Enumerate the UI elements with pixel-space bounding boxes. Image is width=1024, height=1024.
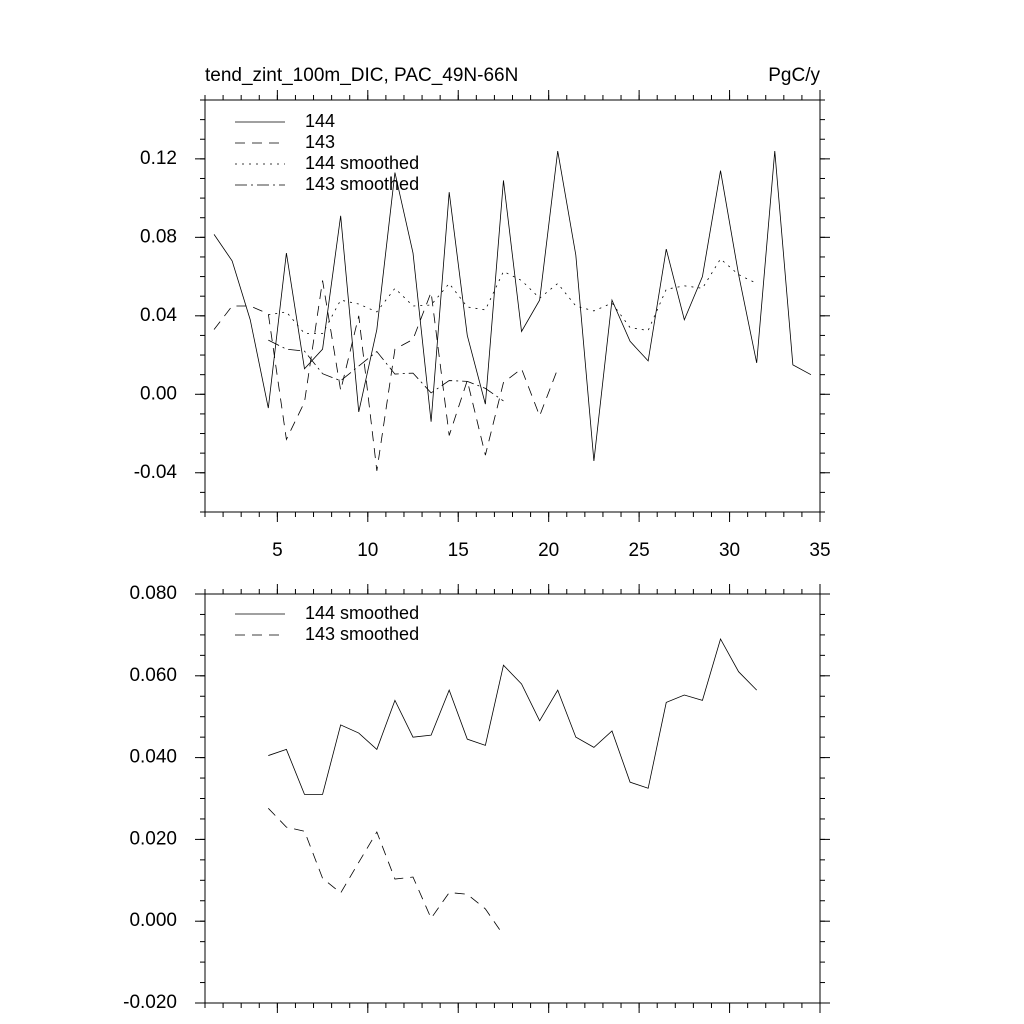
x-tick-label: 35 xyxy=(809,540,830,561)
y-tick-label: -0.04 xyxy=(134,462,178,483)
y-tick-label: 0.08 xyxy=(140,226,177,247)
y-tick-label: 0.04 xyxy=(140,305,177,326)
x-tick-label: 20 xyxy=(538,540,559,561)
legend-label: 143 smoothed xyxy=(305,624,419,644)
x-tick-label: 15 xyxy=(448,540,469,561)
legend-label: 143 smoothed xyxy=(305,174,419,194)
y-tick-label: 0.020 xyxy=(129,828,177,849)
series-line xyxy=(268,637,757,795)
legend-label: 144 xyxy=(305,111,335,131)
series-line xyxy=(213,150,812,462)
x-tick-label: 30 xyxy=(719,540,740,561)
legend-label: 144 smoothed xyxy=(305,153,419,173)
y-tick-label: -0.020 xyxy=(123,992,177,1013)
legend-label: 144 smoothed xyxy=(305,603,419,623)
y-tick-label: 0.000 xyxy=(129,910,177,931)
x-tick-label: 10 xyxy=(357,540,378,561)
series-line xyxy=(213,280,559,471)
y-tick-label: 0.060 xyxy=(129,665,177,686)
x-tick-label: 5 xyxy=(272,540,283,561)
y-tick-label: 0.040 xyxy=(129,747,177,768)
y-tick-label: 0.080 xyxy=(129,583,177,604)
y-tick-label: 0.00 xyxy=(140,383,177,404)
legend-label: 143 xyxy=(305,132,335,152)
series-line xyxy=(268,339,504,402)
x-tick-label: 25 xyxy=(629,540,650,561)
series-line xyxy=(268,808,504,936)
y-tick-label: 0.12 xyxy=(140,148,177,169)
units-label: PgC/y xyxy=(768,65,820,86)
chart-title: tend_zint_100m_DIC, PAC_49N-66N xyxy=(205,65,518,86)
